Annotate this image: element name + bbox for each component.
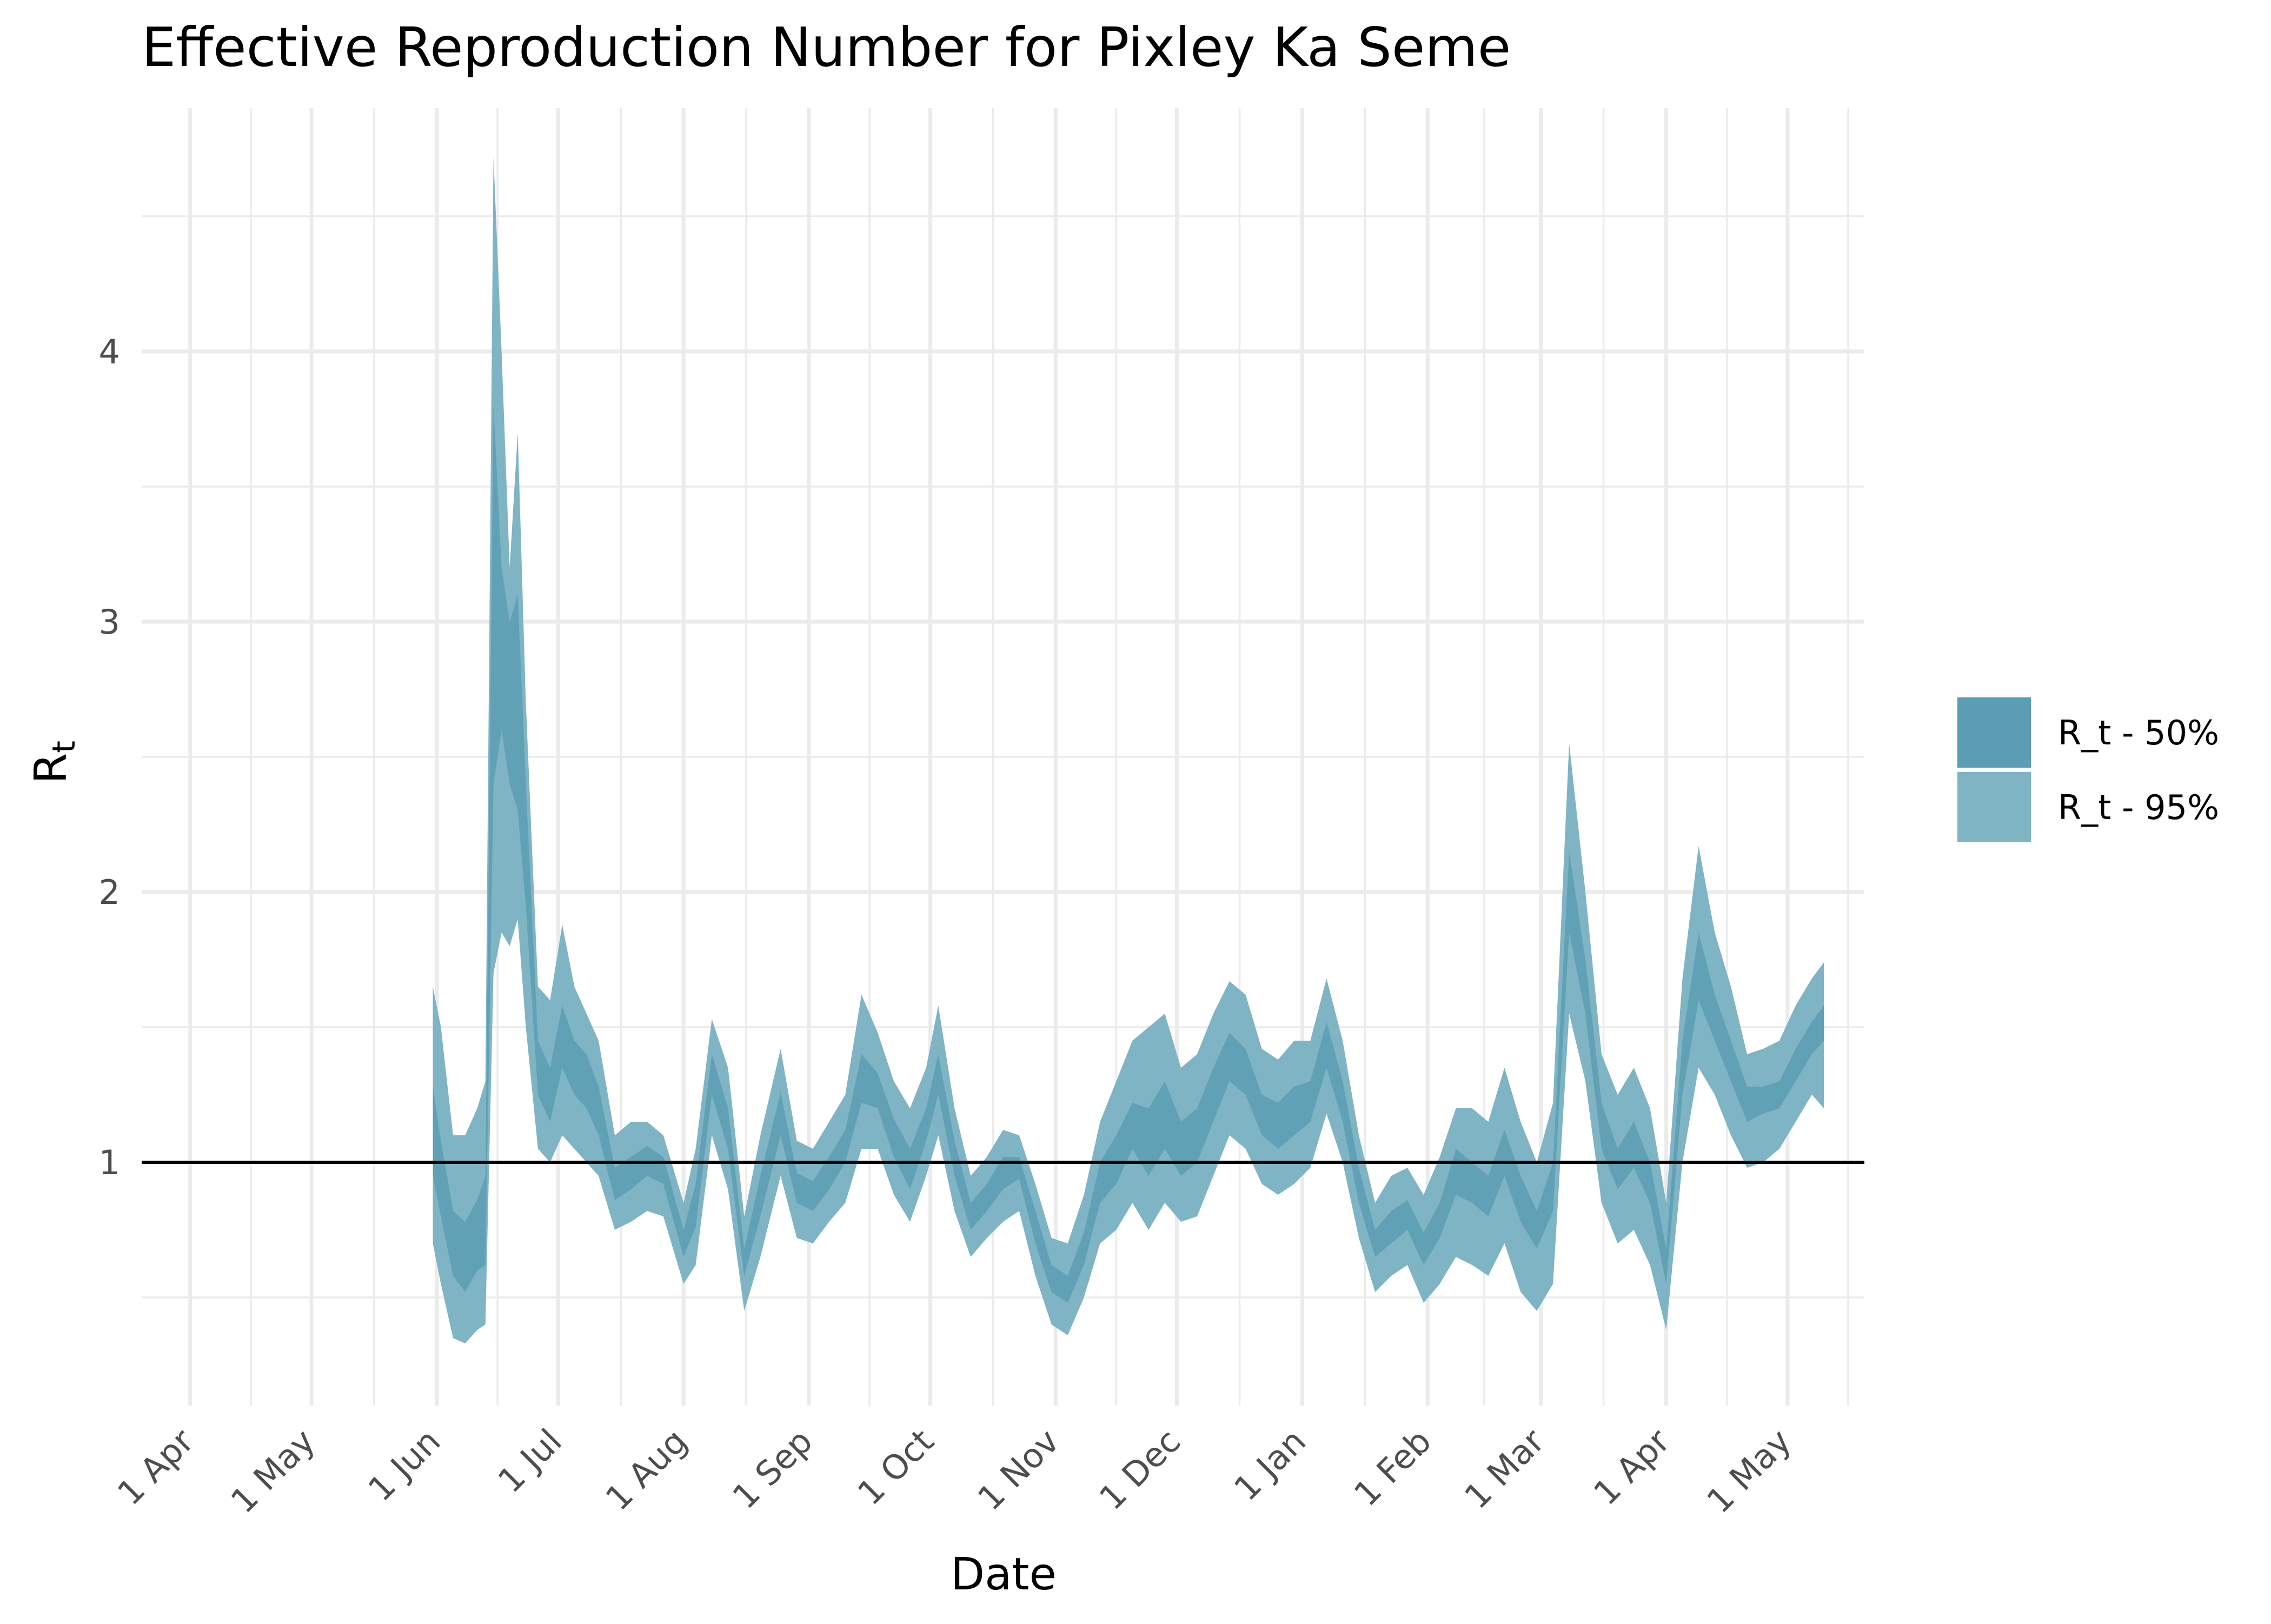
y-tick-label: 1 (99, 1143, 120, 1182)
chart-title: Effective Reproduction Number for Pixley… (142, 16, 1511, 79)
y-tick-label: 4 (99, 332, 120, 371)
x-tick-label: 1 Jun (361, 1421, 448, 1509)
y-axis-title: Rt (25, 741, 82, 784)
x-tick-label: 1 Oct (850, 1421, 941, 1513)
x-tick-label: 1 Dec (1092, 1421, 1188, 1517)
x-tick-label: 1 May (223, 1421, 323, 1521)
band-50 (433, 405, 1824, 1303)
x-tick-label: 1 Feb (1346, 1421, 1439, 1514)
x-tick-label: 1 May (1699, 1421, 1798, 1521)
legend-label: R_t - 95% (2058, 788, 2219, 827)
legend-swatch (1957, 697, 2031, 768)
band-layer (433, 157, 1824, 1343)
x-tick-label: 1 Mar (1457, 1421, 1552, 1517)
x-tick-label: 1 Sep (725, 1421, 820, 1516)
x-tick-label: 1 Nov (970, 1421, 1067, 1518)
legend: R_t - 50% R_t - 95% (1957, 697, 2219, 842)
y-tick-label: 3 (99, 602, 120, 642)
legend-label: R_t - 50% (2058, 713, 2219, 753)
y-tick-label: 2 (99, 873, 120, 912)
band-95 (433, 157, 1824, 1343)
x-tick-label: 1 Apr (1586, 1421, 1678, 1513)
y-axis-title-main: R (25, 753, 77, 784)
x-tick-label: 1 Apr (110, 1421, 202, 1513)
x-tick-label: 1 Jul (490, 1421, 569, 1500)
x-axis-title: Date (951, 1549, 1057, 1600)
y-axis-title-subscript: t (45, 741, 82, 753)
legend-swatch (1957, 772, 2031, 842)
x-tick-label: 1 Aug (598, 1421, 695, 1518)
x-tick-label: 1 Jan (1226, 1421, 1313, 1508)
